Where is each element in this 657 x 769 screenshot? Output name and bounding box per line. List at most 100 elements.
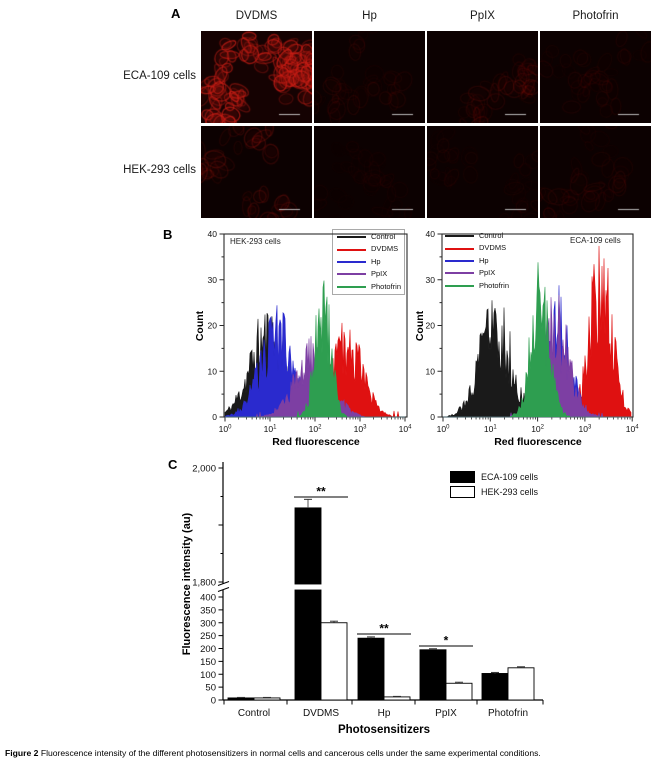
- legend-line-icon: [337, 248, 366, 251]
- legend-label: DVDMS: [371, 244, 399, 254]
- svg-text:104: 104: [399, 424, 412, 434]
- bar-legend-label-hek293: HEK-293 cells: [481, 486, 539, 497]
- x-axis-title-red-fluorescence-left: Red fluorescence: [272, 436, 360, 448]
- legend-item-photofrin: Photofrin: [337, 281, 401, 293]
- bar-hp-hek293: [383, 696, 411, 701]
- panel-c-label: C: [168, 457, 178, 472]
- black-swatch-icon: [450, 470, 475, 483]
- column-header-photofrin: Photofrin: [572, 10, 619, 22]
- legend-line-icon: [445, 235, 474, 238]
- svg-text:300: 300: [200, 618, 216, 629]
- svg-text:350: 350: [200, 605, 216, 616]
- flow-trace-photofrin: [225, 280, 405, 418]
- svg-text:PpIX: PpIX: [435, 708, 457, 719]
- legend-item-control: Control: [445, 230, 509, 242]
- svg-text:150: 150: [200, 657, 216, 668]
- flow-trace-photofrin: [443, 262, 631, 418]
- svg-text:104: 104: [626, 424, 639, 434]
- flow-plot-eca109: 0 10 20 30 40 100 101 102 103 104: [426, 229, 640, 434]
- panel-b-label: B: [163, 227, 173, 242]
- legend-label: PpIX: [479, 268, 496, 278]
- bar-legend-item-eca109: ECA-109 cells: [450, 469, 538, 484]
- bar-hp-eca109: [357, 637, 385, 701]
- svg-text:100: 100: [219, 424, 232, 434]
- svg-text:103: 103: [354, 424, 367, 434]
- svg-text:103: 103: [578, 424, 591, 434]
- micrograph-eca109-hp: [314, 31, 425, 123]
- panel-a-label: A: [171, 6, 181, 21]
- legend-item-hp: Hp: [337, 256, 401, 268]
- bar-dvdms-eca109: [294, 507, 322, 585]
- svg-text:10: 10: [208, 366, 218, 376]
- legend-item-control: Control: [337, 231, 401, 243]
- svg-text:50: 50: [205, 683, 216, 694]
- svg-text:400: 400: [200, 593, 216, 604]
- bar-control-eca109: [227, 697, 255, 701]
- svg-text:0: 0: [430, 412, 435, 422]
- svg-text:200: 200: [200, 644, 216, 655]
- figure-caption-text: Fluorescence intensity of the different …: [38, 748, 541, 758]
- bar-dvdms-eca109: [294, 589, 322, 701]
- micrograph-hek293-photofrin: [540, 126, 651, 218]
- x-axis-title-photosensitizers: Photosensitizers: [337, 724, 431, 736]
- bar-photofrin-hek293: [507, 667, 535, 701]
- bar-ppix-eca109: [419, 649, 447, 701]
- bar-legend-item-hek293: HEK-293 cells: [450, 484, 538, 499]
- legend-line-icon: [445, 247, 474, 250]
- micrograph-hek293-ppix: [427, 126, 538, 218]
- micrograph-eca109-photofrin: [540, 31, 651, 123]
- legend-line-icon: [445, 272, 474, 275]
- legend-item-hp: Hp: [445, 255, 509, 267]
- bar-legend: ECA-109 cells HEK-293 cells: [450, 469, 538, 499]
- svg-text:DVDMS: DVDMS: [303, 708, 339, 719]
- svg-text:Photofrin: Photofrin: [488, 708, 528, 719]
- svg-text:20: 20: [426, 321, 436, 331]
- legend-label: Photofrin: [479, 280, 510, 290]
- svg-text:40: 40: [208, 229, 218, 239]
- svg-text:30: 30: [208, 275, 218, 285]
- svg-text:101: 101: [484, 424, 497, 434]
- legend-line-icon: [337, 236, 366, 239]
- plot-annotation-eca109: ECA-109 cells: [570, 236, 621, 245]
- legend-label: Control: [371, 232, 396, 241]
- bar-photofrin-eca109: [481, 673, 509, 701]
- bar-legend-label-eca109: ECA-109 cells: [481, 471, 539, 482]
- svg-text:Control: Control: [238, 708, 270, 719]
- significance-hp: **: [379, 622, 389, 636]
- legend-line-icon: [337, 273, 366, 276]
- bar-ppix-hek293: [445, 682, 473, 701]
- micrograph-eca109-ppix: [427, 31, 538, 123]
- row-label-eca109: ECA-109 cells: [123, 70, 196, 82]
- svg-text:40: 40: [426, 229, 436, 239]
- figure-caption: Figure 2 Fluorescence intensity of the d…: [5, 748, 653, 758]
- legend-item-ppix: PpIX: [445, 267, 509, 279]
- svg-text:1,800: 1,800: [192, 578, 216, 589]
- svg-text:2,000: 2,000: [192, 464, 216, 475]
- plot-annotation-hek293: HEK-293 cells: [230, 237, 281, 246]
- legend-line-icon: [445, 284, 474, 287]
- svg-text:30: 30: [426, 275, 436, 285]
- svg-text:20: 20: [208, 321, 218, 331]
- legend-line-icon: [337, 285, 366, 288]
- legend-label: Hp: [479, 255, 489, 265]
- svg-text:250: 250: [200, 631, 216, 642]
- svg-text:102: 102: [531, 424, 544, 434]
- micrograph-hek293-hp: [314, 126, 425, 218]
- svg-text:10: 10: [426, 366, 436, 376]
- legend-item-photofrin: Photofrin: [445, 280, 509, 292]
- significance-dvdms: **: [316, 485, 326, 499]
- svg-text:101: 101: [264, 424, 277, 434]
- micrograph-eca109-dvdms: [201, 31, 312, 123]
- legend-label: Photofrin: [371, 281, 402, 291]
- row-label-hek293: HEK-293 cells: [123, 164, 196, 176]
- legend-label: DVDMS: [479, 243, 507, 253]
- x-axis-title-red-fluorescence-right: Red fluorescence: [494, 436, 582, 448]
- legend-label: PpIX: [371, 269, 388, 279]
- significance-ppix: *: [444, 634, 449, 648]
- column-header-dvdms: DVDMS: [235, 10, 278, 22]
- white-swatch-icon: [450, 485, 475, 498]
- bar-dvdms-hek293: [320, 622, 348, 701]
- svg-text:0: 0: [211, 696, 216, 707]
- legend-line-icon: [337, 260, 366, 263]
